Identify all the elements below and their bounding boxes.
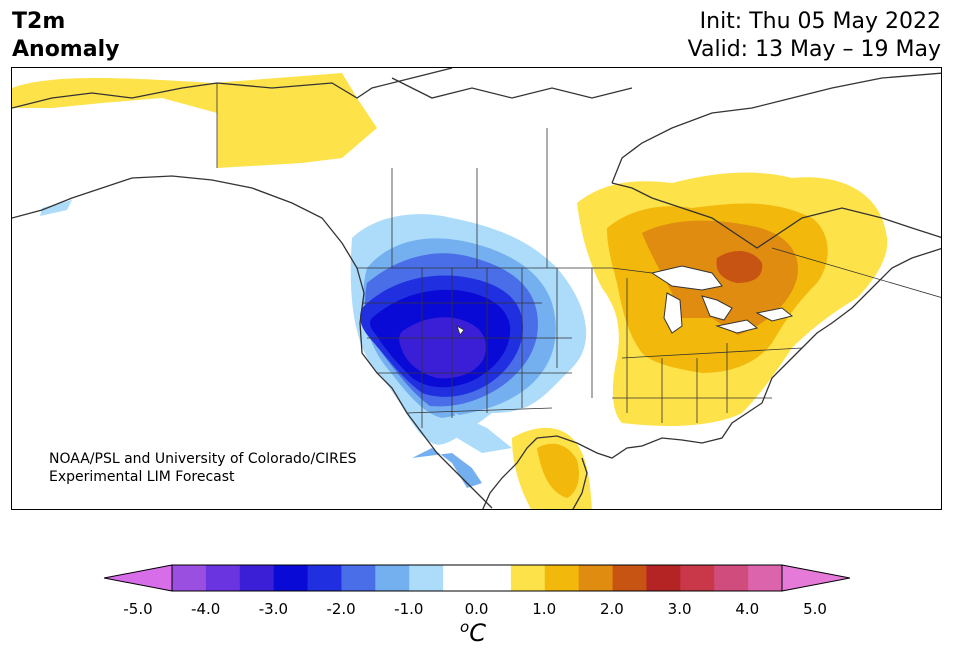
colorbar-tick-label: 3.0 [667,600,692,618]
colorbar-tick-label: -2.0 [326,600,356,618]
colorbar-cell [273,565,309,591]
map-canvas [12,68,941,509]
forecast-dates: Init: Thu 05 May 2022 Valid: 13 May – 19… [688,8,941,64]
political-borders [216,83,941,428]
init-date: Init: Thu 05 May 2022 [699,9,941,34]
warm-anomaly-northwest [12,73,377,168]
colorbar-cell [646,565,681,591]
colorbar-tick-label: 1.0 [532,600,557,618]
colorbar-tick-label: 5.0 [803,600,827,618]
colorbar-cell [748,565,783,591]
anomaly-map [11,67,942,510]
warm-anomaly-east [577,172,888,426]
colorbar-tick-label: -1.0 [394,600,424,618]
colorbar-outline [171,564,783,592]
colorbar-cell [477,565,512,591]
data-credit: NOAA/PSL and University of Colorado/CIRE… [49,450,357,486]
cold-anomaly-west [350,214,587,488]
colorbar-tick-label: -5.0 [123,600,153,618]
colorbar-tick-label: 0.0 [464,600,489,618]
colorbar-tick-label: 4.0 [735,600,760,618]
great-lakes [456,265,794,337]
colorbar-cell [680,565,715,591]
credit-line-2: Experimental LIM Forecast [49,469,235,485]
title-type: Anomaly [12,37,120,62]
credit-line-1: NOAA/PSL and University of Colorado/CIRE… [49,451,357,467]
valid-range: Valid: 13 May – 19 May [687,37,941,62]
colorbar-cell [443,565,478,591]
colorbar-units: oC [460,618,486,647]
colorbar-cell [307,565,342,591]
colorbar [104,564,850,592]
colorbar-cell [714,565,749,591]
colorbar-cell [341,565,376,591]
colorbar-cells [172,565,783,591]
colorbar-cell [375,565,410,591]
map-title: T2m Anomaly [12,8,119,64]
colorbar-extend-low [104,564,173,592]
warm-anomaly-mexico [512,427,592,509]
colorbar-tick-label: -3.0 [258,600,289,618]
colorbar-cell [409,565,444,591]
units-celsius: C [469,619,486,647]
colorbar-cell [172,565,207,591]
cold-anomaly-alaska [40,200,72,216]
colorbar-cell [544,565,580,591]
colorbar-cell [205,565,241,591]
colorbar-tick-label: 2.0 [599,600,624,618]
colorbar-tick-label: -4.0 [191,600,221,618]
colorbar-extend-high [781,564,850,592]
colorbar-cell [612,565,647,591]
colorbar-cell [239,565,275,591]
colorbar-tick-labels: -5.0 -4.0 -3.0 -2.0 -1.0 0.0 1.0 2.0 3.0 4.0 5.0 [0,600,953,620]
colorbar-cell [578,565,614,591]
units-degree: o [460,618,470,636]
title-variable: T2m [12,9,66,34]
colorbar-cell [510,565,546,591]
